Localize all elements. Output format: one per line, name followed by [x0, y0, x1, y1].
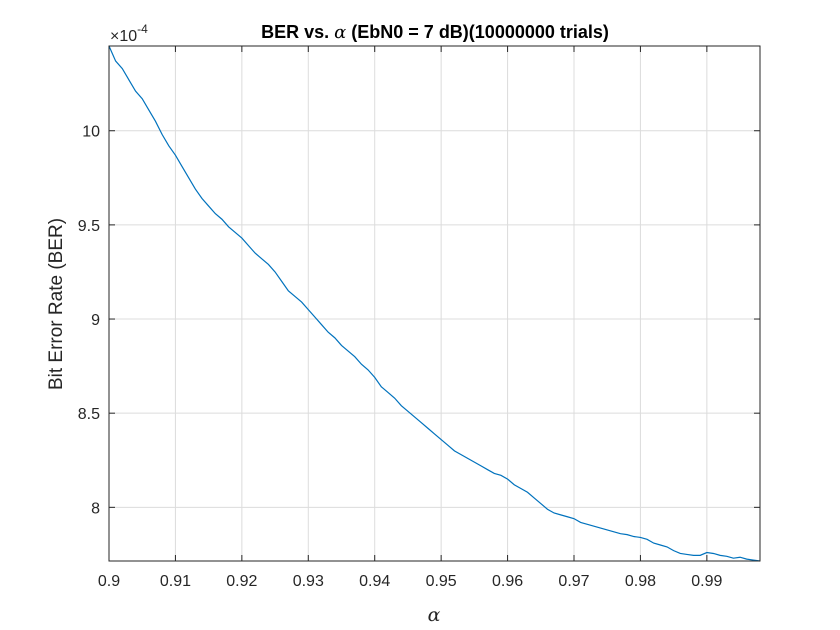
y-exponent-label: ×10-4 [110, 22, 148, 45]
grid-lines [108, 46, 760, 561]
x-tick-label: 0.99 [691, 573, 722, 590]
x-tick-label: 0.93 [293, 573, 324, 590]
x-tick-label: 0.97 [558, 573, 589, 590]
y-tick-label: 8 [91, 500, 100, 517]
plot-frame [108, 45, 761, 562]
y-exponent-power: -4 [137, 22, 148, 36]
x-tick-label: 0.92 [226, 573, 257, 590]
x-tick-label: 0.94 [359, 573, 390, 590]
chart-title-prefix: BER vs. [261, 22, 334, 42]
y-axis-label: Bit Error Rate (BER) [46, 218, 67, 390]
x-tick-label: 0.96 [492, 573, 523, 590]
chart-title: BER vs. α (EbN0 = 7 dB)(10000000 trials) [261, 22, 609, 43]
ber-series-line [108, 45, 761, 562]
y-tick-label: 9.5 [78, 218, 100, 235]
x-tick-label: 0.98 [625, 573, 656, 590]
chart-title-symbol: α [334, 22, 346, 43]
x-axis-label: α [428, 604, 441, 626]
y-tick-label: 9 [91, 312, 100, 329]
plot-background [109, 46, 760, 561]
y-exponent-base: ×10 [110, 28, 137, 45]
x-tick-label: 0.9 [98, 573, 120, 590]
chart-title-suffix: (EbN0 = 7 dB)(10000000 trials) [346, 22, 609, 42]
x-tick-label: 0.95 [426, 573, 457, 590]
axis-ticks: 0.9 0.91 0.92 0.93 0.94 0.95 0.96 0.97 0.98 0.99 8… [78, 46, 760, 590]
x-tick-label: 0.91 [160, 573, 191, 590]
y-tick-label: 8.5 [78, 406, 100, 423]
y-tick-label: 10 [82, 124, 100, 141]
